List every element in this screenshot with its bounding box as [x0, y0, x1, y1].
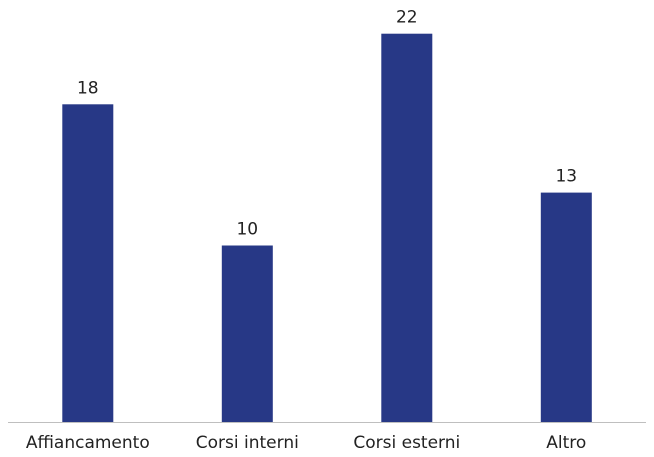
- category-labels-group: Affiancamento Corsi interni Corsi esterni A…: [26, 433, 586, 453]
- value-label-0: 18: [77, 78, 99, 98]
- bar-3: [540, 192, 592, 422]
- value-labels-group: 18 10 22 13: [77, 8, 577, 240]
- bars-group: [62, 33, 592, 423]
- category-label-0: Affiancamento: [26, 433, 150, 453]
- value-label-3: 13: [555, 167, 577, 187]
- bar-1: [221, 245, 273, 422]
- bar-2: [381, 33, 433, 422]
- category-label-3: Altro: [546, 433, 586, 453]
- value-label-2: 22: [396, 8, 418, 28]
- bar-0: [62, 104, 114, 423]
- category-label-2: Corsi esterni: [353, 433, 460, 453]
- value-label-1: 10: [236, 220, 258, 240]
- category-label-1: Corsi interni: [196, 433, 299, 453]
